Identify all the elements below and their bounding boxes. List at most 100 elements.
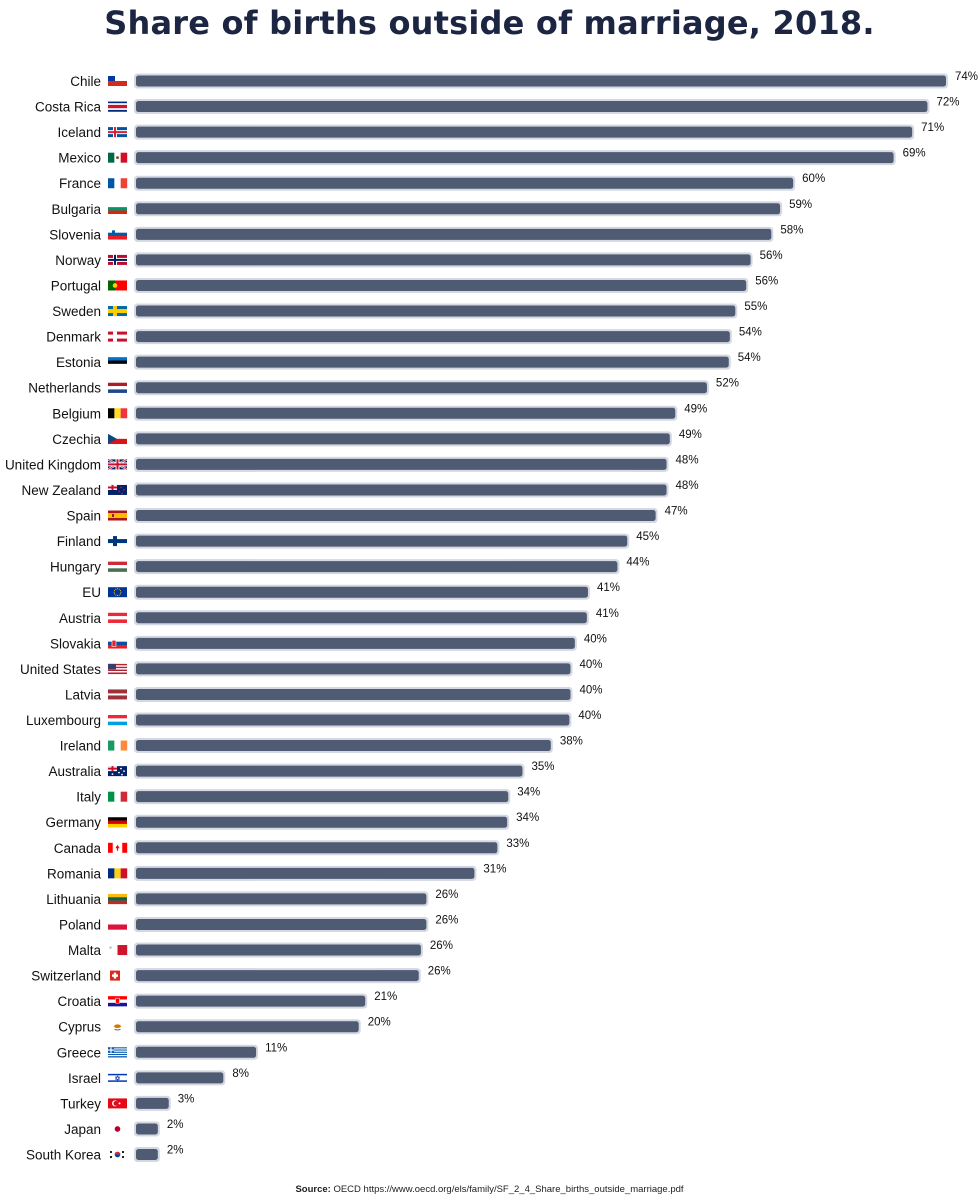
category-label: Canada [54, 841, 102, 856]
czechia-flag-icon [108, 433, 127, 445]
category-label: Bulgaria [51, 202, 101, 217]
bar [136, 535, 628, 547]
bar-row: Hungary 44% [50, 557, 649, 575]
category-label: Norway [55, 253, 101, 268]
bar-row: Luxembourg 40% [26, 710, 601, 728]
category-label: France [59, 176, 101, 191]
bar [136, 1097, 169, 1109]
bar-row: Poland 26% [59, 914, 458, 932]
new-zealand-flag-icon [108, 484, 127, 495]
category-label: Hungary [50, 560, 101, 575]
category-label: Ireland [60, 739, 101, 754]
category-label: Finland [57, 534, 101, 549]
slovenia-flag-icon [108, 229, 127, 240]
bar-row: Japan 2% [64, 1119, 183, 1137]
spain-flag-icon [108, 510, 127, 521]
netherlands-flag-icon [108, 382, 127, 393]
bar [136, 228, 772, 240]
category-label: Greece [57, 1045, 101, 1060]
category-label: New Zealand [21, 483, 101, 498]
bar-row: Chile 74% [70, 71, 978, 89]
category-label: Turkey [60, 1096, 101, 1111]
category-label: Cyprus [58, 1020, 101, 1035]
bar-row: Israel 8% [68, 1068, 249, 1086]
value-label: 49% [684, 403, 707, 415]
value-label: 2% [167, 1145, 184, 1157]
value-label: 60% [802, 173, 825, 185]
bar [136, 331, 730, 343]
bar-row: Latvia 40% [65, 684, 603, 702]
value-label: 41% [597, 582, 620, 594]
value-label: 3% [178, 1093, 195, 1105]
italy-flag-icon [108, 791, 128, 802]
latvia-flag-icon [108, 689, 127, 700]
value-label: 47% [665, 506, 688, 518]
value-label: 71% [921, 122, 944, 134]
bulgaria-flag-icon [108, 203, 127, 214]
bar-row: Belgium 49% [52, 403, 707, 421]
value-label: 72% [936, 97, 959, 109]
belgium-flag-icon [108, 408, 128, 419]
bar [136, 177, 794, 189]
finland-flag-icon [108, 536, 127, 547]
category-label: Iceland [57, 125, 101, 140]
category-label: Israel [68, 1071, 101, 1086]
bar-row: Iceland 71% [57, 122, 944, 140]
bar-row: Estonia 54% [56, 352, 761, 370]
value-label: 2% [167, 1119, 184, 1131]
norway-flag-icon [108, 254, 127, 265]
bar-row: Sweden 55% [52, 301, 767, 319]
mexico-flag-icon [108, 152, 128, 163]
south-korea-flag-icon [108, 1149, 127, 1160]
category-label: Germany [45, 815, 101, 830]
ireland-flag-icon [108, 740, 128, 751]
bar [136, 152, 894, 164]
value-label: 69% [903, 148, 926, 160]
category-label: Sweden [52, 304, 101, 319]
value-label: 33% [506, 838, 529, 850]
denmark-flag-icon [108, 331, 127, 342]
value-label: 41% [596, 608, 619, 620]
value-label: 74% [955, 71, 978, 83]
category-label: Latvia [65, 687, 102, 702]
bar [136, 279, 747, 291]
value-label: 26% [428, 966, 451, 978]
bar-row: Spain 47% [66, 506, 687, 524]
category-label: Slovenia [49, 227, 101, 242]
category-label: Lithuania [46, 892, 101, 907]
value-label: 40% [584, 633, 607, 645]
value-label: 38% [560, 736, 583, 748]
value-label: 34% [516, 812, 539, 824]
bar [136, 510, 656, 522]
bar-row: Switzerland 26% [31, 966, 451, 984]
category-label: Slovakia [50, 636, 102, 651]
bar-row: Bulgaria 59% [51, 199, 812, 217]
value-label: 26% [430, 940, 453, 952]
bar-row: Germany 34% [45, 812, 539, 830]
category-label: United States [20, 662, 101, 677]
bar [136, 561, 618, 573]
bar [136, 382, 707, 394]
canada-flag-icon [108, 842, 128, 853]
category-label: Costa Rica [35, 100, 102, 115]
category-label: Italy [76, 790, 101, 805]
bar [136, 714, 570, 726]
source-note: Source: OECD https://www.oecd.org/els/fa… [0, 1184, 979, 1195]
category-label: Denmark [46, 330, 101, 345]
japan-flag-icon [108, 1123, 127, 1134]
value-label: 56% [760, 250, 783, 262]
bar [136, 586, 588, 598]
portugal-flag-icon [108, 280, 127, 291]
costa-rica-flag-icon [108, 101, 127, 112]
value-label: 52% [716, 378, 739, 390]
germany-flag-icon [108, 817, 127, 828]
category-label: Poland [59, 917, 101, 932]
value-label: 59% [789, 199, 812, 211]
value-label: 11% [265, 1042, 287, 1054]
value-label: 26% [435, 889, 458, 901]
bar [136, 75, 946, 87]
bar-row: Ireland 38% [60, 736, 583, 754]
chile-flag-icon [108, 76, 127, 86]
eu-flag-icon [108, 587, 127, 598]
